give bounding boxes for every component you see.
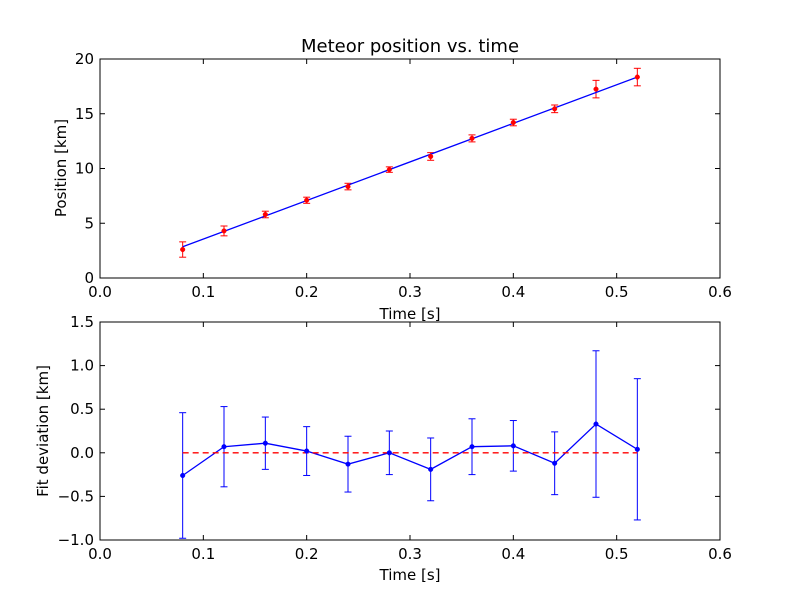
- y-tick-label: −0.5: [58, 487, 94, 505]
- deviation-data-point: [634, 446, 640, 452]
- deviation-axes: 0.0 0.1 0.2 0.3 0.4 0.5 0.6 −1.0 −0.5 0.0 0.5 1.0 1.…: [58, 313, 732, 563]
- y-tick-label: 1.0: [70, 357, 94, 375]
- x-tick-label: 0.0: [88, 545, 112, 563]
- deviation-data-point: [510, 443, 516, 449]
- x-tick-label: 0.6: [708, 283, 732, 301]
- position-data-point: [180, 246, 186, 253]
- deviation-chart: 0.0 0.1 0.2 0.3 0.4 0.5 0.6 −1.0 −0.5 0.0 0.5 1.0 1.…: [34, 313, 732, 584]
- position-data-point: [262, 211, 268, 218]
- x-tick-label: 0.2: [295, 545, 319, 563]
- position-chart: Meteor position vs. time 0.0 0.1 0.2 0.3 0.4…: [52, 36, 732, 323]
- position-data-point: [304, 197, 310, 203]
- deviation-plot-area: [179, 350, 641, 539]
- y-tick-label: 5: [84, 214, 94, 232]
- deviation-data-point: [221, 444, 227, 450]
- deviation-data-point: [552, 460, 558, 466]
- deviation-x-axis-label: Time [s]: [379, 566, 441, 584]
- deviation-series-line: [182, 423, 638, 477]
- deviation-data-point: [469, 444, 475, 450]
- deviation-data-point: [593, 421, 599, 427]
- x-tick-label: 0.4: [501, 545, 525, 563]
- x-tick-label: 0.1: [191, 283, 215, 301]
- y-tick-label: 0.0: [70, 444, 94, 462]
- position-fit-line: [182, 76, 638, 248]
- position-data-point: [510, 119, 516, 126]
- y-tick-label: 0: [84, 269, 94, 287]
- x-tick-label: 0.3: [398, 545, 422, 563]
- x-tick-label: 0.6: [708, 545, 732, 563]
- deviation-y-axis-label: Fit deviation [km]: [34, 365, 52, 497]
- deviation-data-point: [180, 472, 186, 479]
- position-data-point: [428, 153, 434, 160]
- position-data-point: [469, 135, 475, 141]
- deviation-data-point: [345, 461, 351, 467]
- y-tick-label: 20: [75, 50, 94, 68]
- position-data-point: [593, 86, 599, 92]
- position-data-point: [386, 167, 392, 173]
- position-data-point: [221, 228, 227, 234]
- x-tick-label: 0.0: [88, 283, 112, 301]
- y-tick-label: 10: [75, 160, 94, 178]
- x-tick-label: 0.1: [191, 545, 215, 563]
- y-tick-label: −1.0: [58, 531, 94, 549]
- y-tick-label: 1.5: [70, 313, 94, 331]
- x-tick-label: 0.3: [398, 283, 422, 301]
- x-tick-label: 0.5: [605, 283, 629, 301]
- position-data-point: [634, 74, 640, 80]
- position-y-axis-label: Position [km]: [52, 119, 70, 217]
- chart-title: Meteor position vs. time: [301, 36, 519, 57]
- position-data-point: [552, 106, 558, 112]
- y-tick-label: 15: [75, 105, 94, 123]
- y-tick-label: 0.5: [70, 400, 94, 418]
- deviation-data-point: [262, 440, 268, 446]
- position-data-point: [345, 184, 351, 190]
- x-tick-label: 0.5: [605, 545, 629, 563]
- position-plot-area: [179, 67, 641, 258]
- x-tick-label: 0.4: [501, 283, 525, 301]
- deviation-data-point: [386, 450, 392, 456]
- position-x-axis-label: Time [s]: [379, 305, 441, 323]
- deviation-data-point: [428, 466, 434, 472]
- x-tick-label: 0.2: [295, 283, 319, 301]
- deviation-data-point: [304, 448, 310, 454]
- position-axes: 0.0 0.1 0.2 0.3 0.4 0.5 0.6 0 5 10 15 20: [75, 50, 732, 301]
